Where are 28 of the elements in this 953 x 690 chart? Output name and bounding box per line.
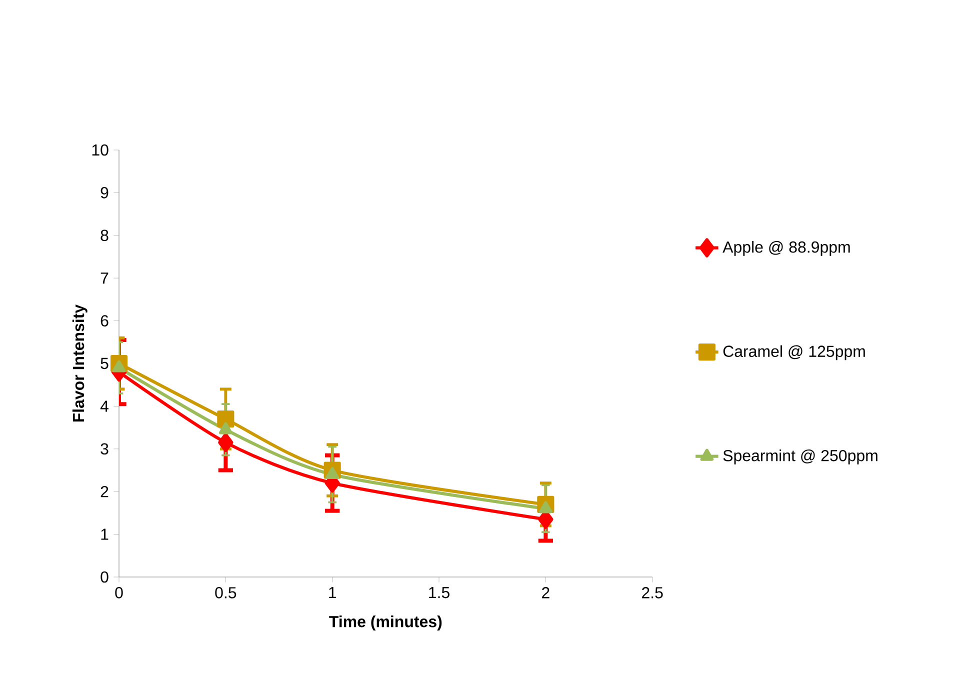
point: [218, 432, 234, 452]
legend-label: Spearmint @ 250ppm: [723, 450, 878, 464]
point: [326, 467, 340, 480]
y-tick-label: 4: [100, 400, 108, 412]
y-tick-label: 5: [100, 358, 108, 370]
x-tick-label: 2.5: [642, 587, 663, 598]
y-tick-label: 7: [100, 272, 108, 284]
y-tick-label: 3: [100, 443, 108, 455]
legend-label: Apple @ 88.9ppm: [722, 241, 850, 256]
point: [112, 360, 126, 372]
y-axis-title: Flavor Intensity: [72, 304, 88, 422]
x-tick-label: 1.5: [429, 587, 450, 598]
x-tick-label: 0: [115, 587, 123, 598]
y-tick-label: 10: [92, 144, 108, 156]
y-tick-label: 2: [100, 486, 108, 498]
point: [217, 410, 234, 428]
x-tick-label: 1: [329, 587, 336, 598]
y-tick-label: 9: [100, 187, 108, 198]
point: [218, 422, 232, 434]
y-tick-label: 1: [101, 528, 108, 540]
x-axis-title: Time (minutes): [329, 616, 442, 630]
y-tick-label: 8: [100, 230, 108, 242]
point: [538, 501, 552, 514]
legend-label: Caramel @ 125ppm: [723, 345, 865, 360]
x-tick-label: 0.5: [215, 587, 236, 598]
y-tick-label: 6: [100, 315, 108, 326]
x-tick-label: 2: [542, 587, 550, 598]
y-tick-label: 0: [100, 571, 108, 583]
